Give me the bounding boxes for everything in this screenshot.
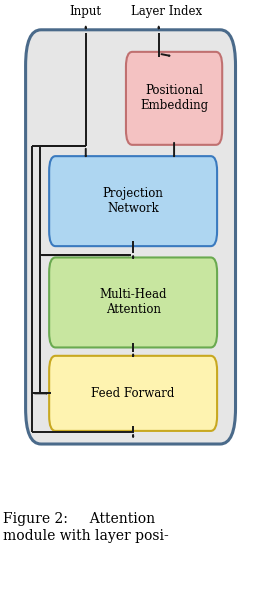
Text: Positional
Embedding: Positional Embedding <box>140 85 208 112</box>
FancyBboxPatch shape <box>126 52 222 145</box>
Text: Feed Forward: Feed Forward <box>91 387 175 400</box>
Text: Layer Index: Layer Index <box>131 5 202 18</box>
FancyBboxPatch shape <box>49 257 217 347</box>
Text: Projection
Network: Projection Network <box>103 187 164 215</box>
Text: Multi-Head
Attention: Multi-Head Attention <box>99 288 167 316</box>
FancyBboxPatch shape <box>49 356 217 431</box>
FancyBboxPatch shape <box>26 30 236 444</box>
Text: Figure 2:     Attention
module with layer posi-: Figure 2: Attention module with layer po… <box>3 513 168 542</box>
FancyBboxPatch shape <box>49 156 217 246</box>
Text: Input: Input <box>70 5 102 18</box>
